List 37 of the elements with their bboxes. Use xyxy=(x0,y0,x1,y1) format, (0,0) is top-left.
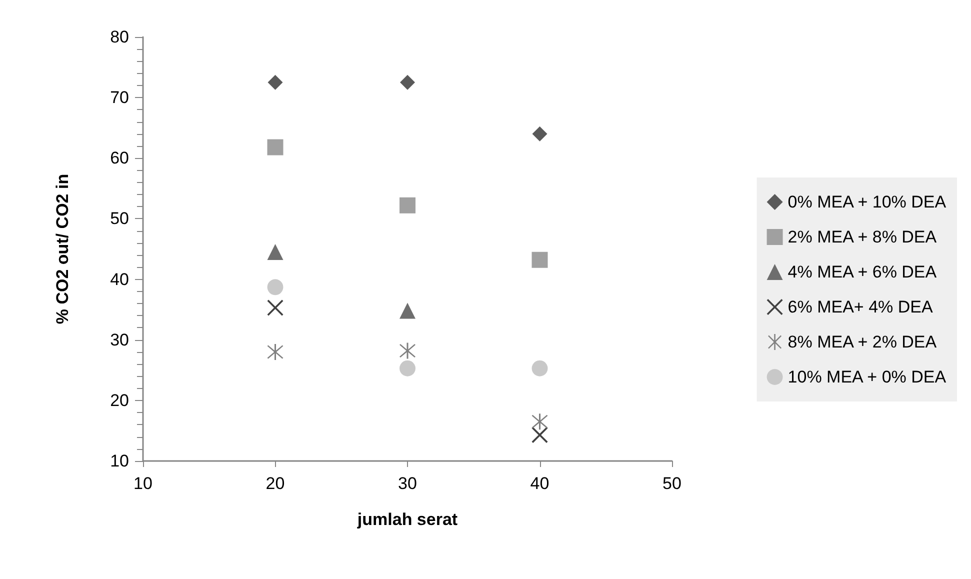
point xyxy=(267,279,284,296)
point xyxy=(267,139,284,156)
y-tick-label: 60 xyxy=(110,148,129,168)
point xyxy=(400,74,415,90)
legend-label: 0% MEA + 10% DEA xyxy=(788,192,947,212)
point xyxy=(532,252,548,268)
point xyxy=(532,126,548,142)
y-tick-label: 20 xyxy=(110,390,129,410)
point xyxy=(267,244,284,260)
point xyxy=(268,74,283,90)
point xyxy=(400,197,416,214)
point xyxy=(400,342,416,359)
x-axis-title: jumlah serat xyxy=(356,510,458,529)
x-tick-label: 50 xyxy=(662,474,682,493)
legend-label: 10% MEA + 0% DEA xyxy=(788,368,947,386)
legend-label: 4% MEA + 6% DEA xyxy=(788,262,938,282)
x-tick-label: 30 xyxy=(398,474,417,493)
point xyxy=(532,426,548,443)
y-tick-label: 30 xyxy=(110,330,129,350)
x-tick-label: 20 xyxy=(266,474,285,493)
legend-label: 2% MEA + 8% DEA xyxy=(788,228,938,246)
x-tick-label: 40 xyxy=(530,474,550,493)
y-axis-title: % CO2 out/ CO2 in xyxy=(53,174,72,324)
point xyxy=(532,360,548,376)
point xyxy=(400,302,416,319)
point xyxy=(267,344,284,360)
x-tick-label: 10 xyxy=(134,474,152,493)
y-tick-label: 70 xyxy=(110,88,129,108)
point xyxy=(532,414,548,430)
legend-label: 8% MEA + 2% DEA xyxy=(788,332,938,352)
y-tick-label: 40 xyxy=(110,270,129,289)
point xyxy=(267,300,284,316)
y-tick-label: 10 xyxy=(110,452,129,470)
y-tick-label: 50 xyxy=(110,209,129,228)
legend-label: 6% MEA+ 4% DEA xyxy=(788,298,934,316)
point xyxy=(400,360,416,376)
y-tick-label: 80 xyxy=(110,28,129,46)
